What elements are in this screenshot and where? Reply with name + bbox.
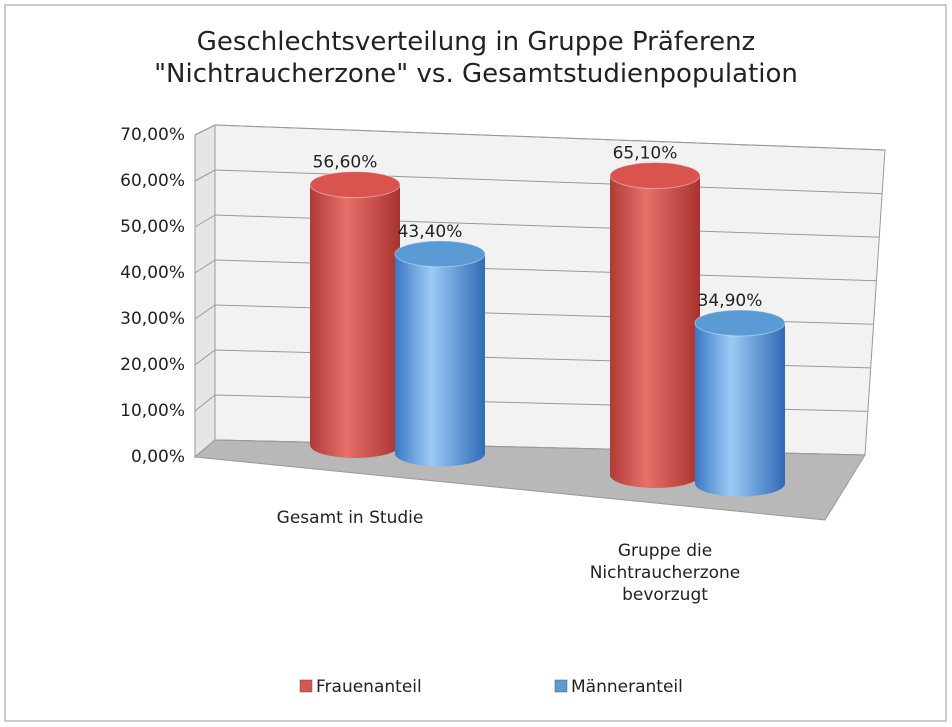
data-label: 43,40% (398, 222, 463, 242)
cylinder-part (395, 253, 485, 467)
legend-label: Männeranteil (571, 677, 683, 697)
legend-label: Frauenanteil (316, 677, 422, 697)
legend-swatch (554, 679, 568, 693)
cylinder-part (694, 309, 786, 337)
side-grid-line (194, 259, 216, 274)
side-grid-line (194, 214, 216, 228)
x-tick-label: Gesamt in Studie (276, 508, 424, 528)
side-wall (194, 124, 216, 459)
y-tick-label: 0,00% (131, 447, 185, 467)
side-grid-line (194, 304, 216, 320)
y-tick-label: 10,00% (120, 401, 185, 421)
chart-title: Geschlechtsverteilung in Gruppe Präferen… (154, 27, 798, 89)
cylinder (694, 309, 786, 497)
y-tick-label: 30,00% (120, 309, 185, 329)
grid-line (214, 124, 886, 151)
y-tick-label: 40,00% (120, 263, 185, 283)
side-grid-line (194, 169, 216, 182)
grid-line (214, 169, 883, 195)
y-tick-label: 70,00% (120, 125, 185, 145)
x-tick-label: Gruppe die Nichtraucherzone bevorzugt (589, 541, 741, 605)
cylinder-part (609, 162, 701, 190)
cylinder-part (310, 184, 400, 458)
cylinder-part (610, 175, 700, 489)
cylinder-part (695, 322, 785, 497)
legend-swatch (299, 679, 313, 693)
data-label: 56,60% (313, 153, 378, 173)
side-grid-line (194, 349, 216, 366)
cylinder (309, 171, 401, 458)
cylinder (609, 162, 701, 489)
side-grid-line (194, 124, 216, 136)
cylinder-part (394, 240, 486, 268)
y-tick-label: 20,00% (120, 355, 185, 375)
side-grid-line (194, 394, 216, 412)
y-tick-label: 60,00% (120, 171, 185, 191)
side-grid-line (194, 439, 216, 458)
cylinder-part (309, 171, 401, 199)
data-label: 65,10% (613, 144, 678, 164)
data-label: 34,90% (698, 291, 763, 311)
y-tick-label: 50,00% (120, 217, 185, 237)
cylinder (394, 240, 486, 467)
